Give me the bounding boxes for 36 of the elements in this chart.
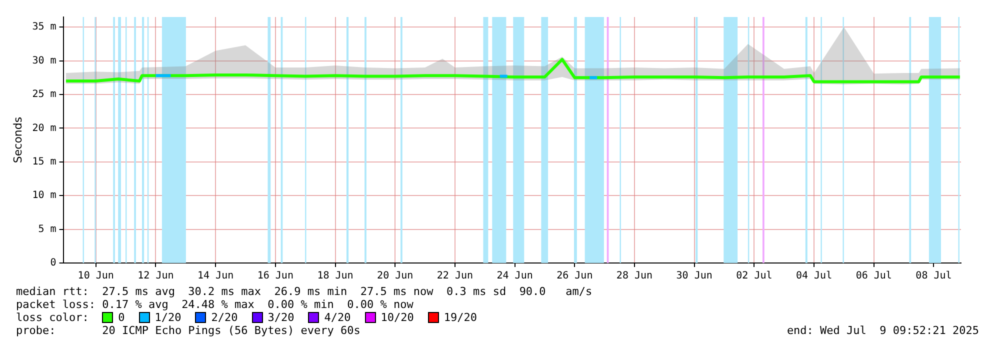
y-tick-label: 10 m [32, 190, 56, 202]
text: end: Wed Jul 9 09:52:21 2025 [786, 324, 979, 337]
x-tick-label: 04 Jul [796, 270, 832, 282]
x-tick-label: 16 Jun [257, 270, 294, 282]
x-tick-label: 20 Jun [377, 270, 414, 282]
text: median rtt: 27.5 ms avg 30.2 ms max 26.9 ms min 27.5 ms now 0.3 ms sd 90.0 am/s [16, 285, 594, 298]
x-tick-label: 02 Jul [736, 270, 772, 282]
y-tick-label: 35 m [32, 22, 56, 33]
text: probe: 20 ICMP Echo Pings (56 Bytes) every 60s [16, 324, 360, 337]
x-tick-label: 08 Jul [916, 270, 952, 282]
x-tick-label: 26 Jun [556, 270, 593, 282]
x-tick-label: 06 Jul [856, 270, 892, 282]
y-tick-label: 5 m [38, 224, 56, 235]
y-axis-title: Seconds [11, 116, 24, 164]
x-tick-label: 24 Jun [496, 270, 533, 282]
y-tick-label: 20 m [32, 122, 56, 134]
y-tick-label: 30 m [32, 55, 56, 66]
x-tick-label: 30 Jun [676, 270, 712, 282]
x-tick-label: 10 Jun [78, 270, 114, 282]
legend-title: loss color: [16, 311, 90, 324]
x-tick-label: 12 Jun [138, 270, 174, 282]
x-tick-label: 18 Jun [317, 270, 354, 282]
y-tick-label: 0 [50, 258, 56, 269]
legend-label: 4/20 [324, 311, 351, 324]
legend-label: 3/20 [268, 311, 294, 324]
x-tick-label: 22 Jun [436, 270, 474, 282]
text: packet loss: 0.17 % avg 24.48 % max 0.00 % min 0.00 % now [16, 298, 414, 311]
legend-label: 1/20 [154, 311, 182, 324]
legend-label: 2/20 [211, 311, 238, 324]
legend-label: 0 [118, 311, 125, 324]
y-tick-label: 25 m [32, 89, 56, 100]
x-tick-label: 14 Jun [198, 270, 234, 282]
x-tick-label: 28 Jun [616, 270, 653, 282]
y-tick-label: 15 m [32, 156, 56, 168]
legend-label: 19/20 [444, 311, 477, 324]
legend-label: 10/20 [380, 311, 414, 324]
